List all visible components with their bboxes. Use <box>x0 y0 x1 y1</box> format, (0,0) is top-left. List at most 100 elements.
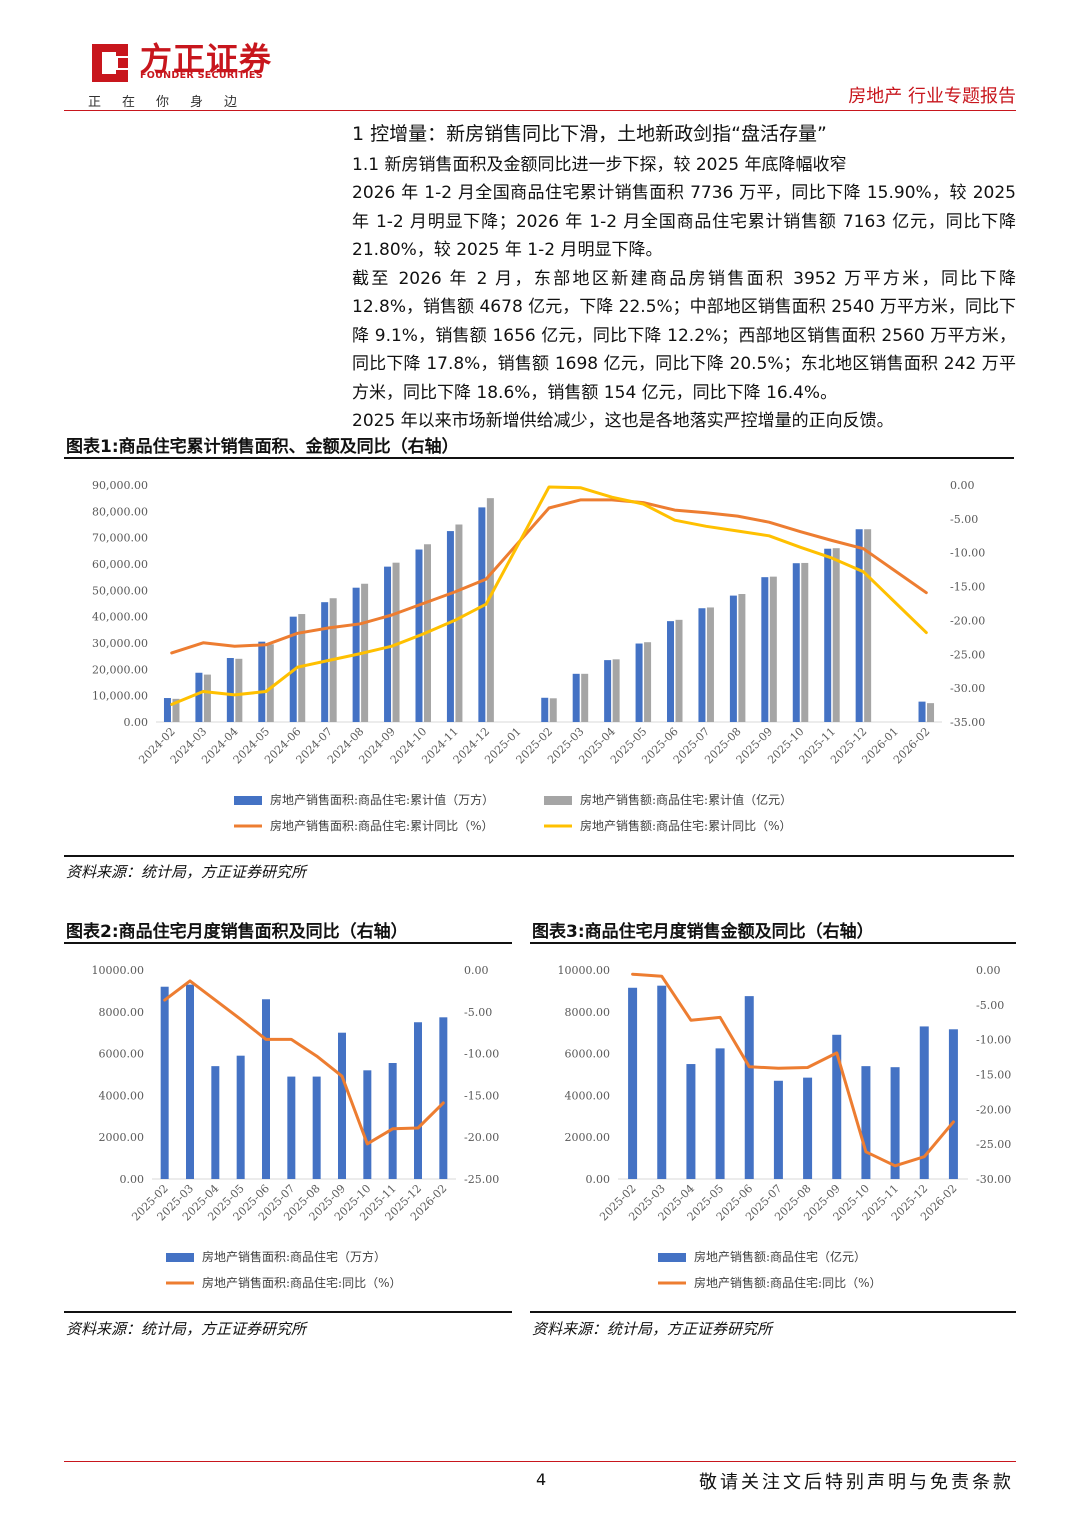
fig1-bar <box>604 660 612 722</box>
fig2-y-right-tick: -15.00 <box>464 1089 499 1102</box>
fig2-legend-swatch <box>166 1253 194 1262</box>
fig2-y-right-tick: -10.00 <box>464 1048 499 1061</box>
fig1-bar <box>384 566 392 722</box>
fig3-series-line <box>631 972 955 1168</box>
fig2-y-right-tick: -5.00 <box>464 1006 492 1019</box>
fig2-series-line <box>163 979 445 1146</box>
fig1-bar <box>446 531 454 722</box>
fig1-y-right-tick: -5.00 <box>950 513 978 526</box>
fig2-bar <box>388 1063 397 1179</box>
fig3-y-right-tick: -10.00 <box>976 1034 1011 1047</box>
fig1-y-right-tick: -15.00 <box>950 581 985 594</box>
fig1-bar <box>635 643 643 722</box>
fig2-bar <box>287 1076 296 1179</box>
fig1-bar <box>486 498 494 722</box>
fig2-bar <box>160 986 169 1179</box>
disclaimer-link[interactable]: 敬请关注文后特别声明与免责条款 <box>699 1472 1014 1493</box>
fig3-bar <box>803 1077 813 1179</box>
fig2-y-right-tick: -20.00 <box>464 1131 499 1144</box>
fig2-chart: 10000.00 8000.00 6000.00 4000.00 2000.00 0.00… <box>92 964 500 1290</box>
fig1-bar <box>792 563 800 722</box>
fig1-legend-label: 房地产销售额:商品住宅:累计值（亿元） <box>580 792 792 807</box>
fig2-y-left-tick: 2000.00 <box>99 1131 145 1144</box>
fig1-legend-label: 房地产销售面积:商品住宅:累计同比（%） <box>270 818 494 833</box>
fig2-bar <box>186 984 194 1179</box>
fig1-y-right-tick: -35.00 <box>950 716 985 729</box>
fig1-title: 图表1:商品住宅累计销售面积、金额及同比（右轴） <box>66 437 459 457</box>
fig1-legend-swatch <box>234 796 262 805</box>
fig3-bar <box>919 1026 929 1179</box>
fig3-top-rule <box>530 942 1016 944</box>
fig1-legend-swatch <box>544 796 572 805</box>
fig3-bar <box>628 987 638 1179</box>
fig1-bar <box>541 697 549 722</box>
fig1-bar <box>203 674 211 722</box>
paragraph-1: 2026 年 1-2 月全国商品住宅累计销售面积 7736 万平，同比下降 15… <box>352 183 1016 260</box>
fig1-bar <box>549 698 557 722</box>
fig1-bar <box>226 658 234 722</box>
paragraph-3: 2025 年以来市场新增供给减少，这也是各地落实严控增量的正向反馈。 <box>352 411 894 431</box>
fig2-bar <box>439 1017 448 1179</box>
fig3-y-left-tick: 10000.00 <box>558 964 611 977</box>
fig1-bar <box>392 562 400 722</box>
fig1-bar <box>918 701 926 722</box>
fig1-y-left-tick: 70,000.00 <box>92 532 148 545</box>
fig3-chart: 10000.00 8000.00 6000.00 4000.00 2000.00 0.00… <box>558 964 1012 1290</box>
fig2-source: 资料来源：统计局，方正证券研究所 <box>66 1320 307 1338</box>
fig1-y-left-tick: 80,000.00 <box>92 505 148 518</box>
fig3-source: 资料来源：统计局，方正证券研究所 <box>532 1320 773 1338</box>
fig2-y-left-tick: 0.00 <box>120 1173 145 1186</box>
fig1-bar <box>644 642 652 722</box>
fig1-y-right-tick: -10.00 <box>950 547 985 560</box>
fig1-bar <box>675 619 683 722</box>
fig2-bar <box>363 1070 372 1179</box>
fig1-bar <box>738 594 746 722</box>
fig3-legend-label: 房地产销售额:商品住宅:同比（%） <box>694 1275 882 1290</box>
fig3-bar <box>948 1029 958 1179</box>
fig1-y-left-tick: 90,000.00 <box>92 479 148 492</box>
fig1-bar <box>572 673 580 722</box>
fig1-bottom-rule <box>64 855 1014 857</box>
fig1-y-left-tick: 60,000.00 <box>92 558 148 571</box>
fig2-y-left-tick: 4000.00 <box>99 1089 145 1102</box>
fig3-bar <box>890 1067 900 1179</box>
fig3-y-right-tick: -15.00 <box>976 1069 1011 1082</box>
fig1-y-right-tick: -30.00 <box>950 682 985 695</box>
fig1-bar <box>667 621 675 722</box>
fig1-y-left-tick: 0.00 <box>124 716 149 729</box>
fig1-bar <box>266 644 274 722</box>
brand-name: 方正证券 <box>140 40 273 78</box>
body-text: 1 控增量：新房销售同比下滑，土地新政剑指“盘活存量” 1.1 新房销售面积及金… <box>352 120 1016 436</box>
fig2-bar <box>338 1032 346 1179</box>
fig3-y-right-tick: -30.00 <box>976 1173 1011 1186</box>
founder-logo-icon <box>92 44 128 82</box>
fig1-bar <box>478 507 486 722</box>
subsection-title: 1.1 新房销售面积及金额同比进一步下探，较 2025 年底降幅收窄 <box>352 154 847 175</box>
fig2-bar <box>262 999 270 1179</box>
fig1-y-left-tick: 50,000.00 <box>92 584 148 597</box>
fig1-bar <box>172 698 180 722</box>
fig2-y-right-tick: 0.00 <box>464 964 489 977</box>
fig2-bar <box>211 1066 220 1179</box>
fig1-bar <box>769 576 777 722</box>
fig2-y-left-tick: 8000.00 <box>99 1006 145 1019</box>
fig3-legend-label: 房地产销售额:商品住宅（亿元） <box>694 1249 866 1264</box>
fig3-bar <box>861 1066 871 1179</box>
fig3-y-left-tick: 4000.00 <box>565 1089 611 1102</box>
fig3-title: 图表3:商品住宅月度销售金额及同比（右轴） <box>532 922 874 942</box>
fig3-legend-swatch <box>658 1253 686 1262</box>
fig1-y-left-tick: 40,000.00 <box>92 611 148 624</box>
fig2-bottom-rule <box>64 1311 512 1313</box>
fig1-y-left-tick: 10,000.00 <box>92 690 148 703</box>
fig2-y-right-tick: -25.00 <box>464 1173 499 1186</box>
fig1-bar <box>824 548 832 722</box>
fig1-y-left-tick: 30,000.00 <box>92 637 148 650</box>
fig3-bar <box>715 1048 725 1179</box>
paragraph-2: 截至 2026 年 2 月，东部地区新建商品房销售面积 3952 万平方米，同比… <box>352 268 1016 403</box>
fig3-bar <box>744 996 754 1179</box>
fig1-source: 资料来源：统计局，方正证券研究所 <box>66 863 307 881</box>
fig2-legend-label: 房地产销售面积:商品住宅:同比（%） <box>202 1275 402 1290</box>
fig3-bar <box>773 1080 783 1179</box>
fig2-title: 图表2:商品住宅月度销售面积及同比（右轴） <box>66 922 408 942</box>
fig1-bar <box>761 577 769 722</box>
